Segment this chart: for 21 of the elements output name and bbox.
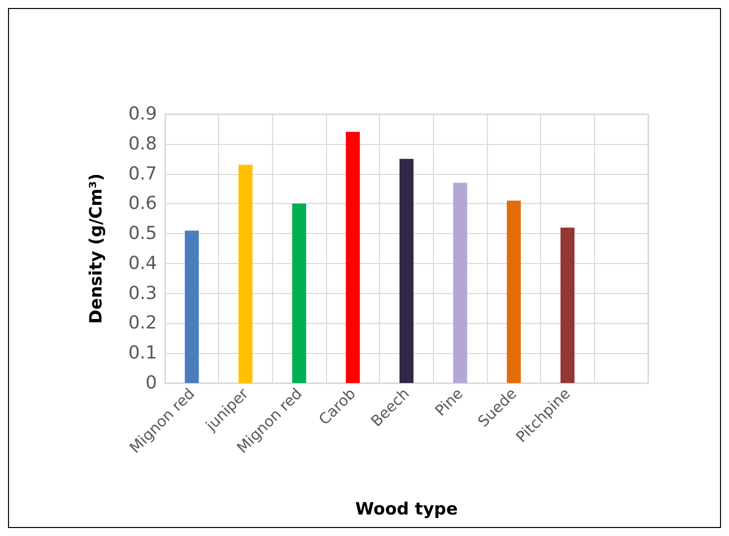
bar xyxy=(238,164,252,383)
bar xyxy=(184,230,199,383)
bar xyxy=(292,204,306,383)
bar xyxy=(560,228,574,383)
bar xyxy=(506,200,521,383)
y-tick-label: 0.7 xyxy=(128,163,157,184)
y-tick-label: 0.9 xyxy=(128,104,157,124)
y-tick-label: 0.4 xyxy=(128,252,157,274)
y-tick-label: 0.8 xyxy=(128,133,157,154)
bar xyxy=(400,158,414,383)
y-tick-label: 0.2 xyxy=(128,312,157,334)
bar xyxy=(346,132,360,383)
y-axis-title: Density (g/Cm³) xyxy=(86,173,106,324)
x-tick-label: Pine xyxy=(431,384,467,420)
y-tick-label: 0 xyxy=(146,372,157,394)
y-tick-label: 0.1 xyxy=(128,342,157,364)
x-axis-title: Wood type xyxy=(355,500,458,520)
y-tick-label: 0.3 xyxy=(128,282,157,304)
bar xyxy=(453,182,468,383)
y-tick-label: 0.6 xyxy=(128,193,157,214)
y-tick-label: 0.5 xyxy=(128,223,157,244)
